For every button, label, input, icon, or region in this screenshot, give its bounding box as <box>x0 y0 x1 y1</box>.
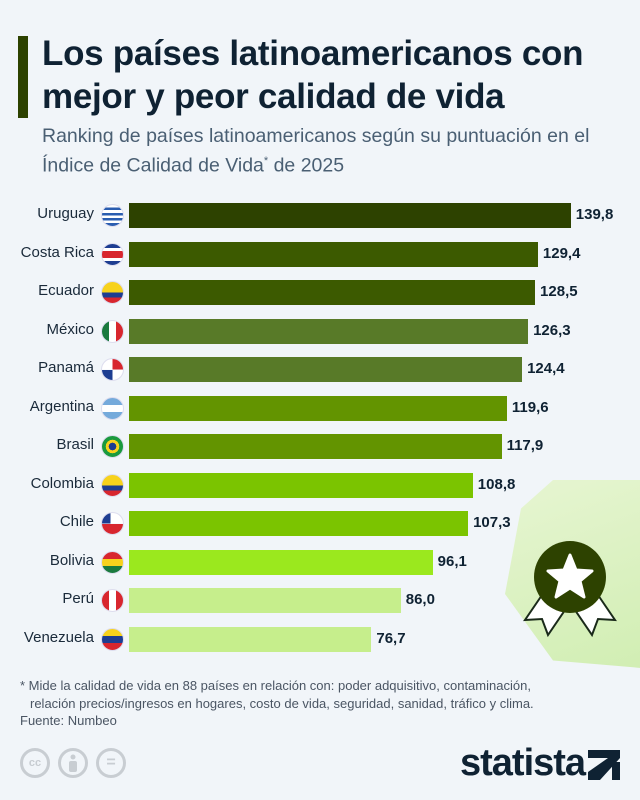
chile-flag-icon <box>101 512 124 535</box>
bar-row: México 126,3 <box>0 318 640 344</box>
subtitle-year: de 2025 <box>268 154 345 177</box>
subtitle-asterisk: * <box>263 155 269 167</box>
bar-row: Venezuela 76,7 <box>0 626 640 652</box>
cc-icon-text: cc <box>28 757 42 769</box>
bar-row: Panamá 124,4 <box>0 357 640 382</box>
bar <box>129 318 529 344</box>
bar <box>129 434 502 459</box>
category-label: Perú <box>62 590 94 607</box>
value-label: 119,6 <box>511 398 549 416</box>
bar <box>129 241 538 267</box>
bar <box>129 472 473 498</box>
bar-row: Argentina 119,6 <box>0 395 640 421</box>
bar <box>129 626 372 652</box>
bolivia-flag-icon <box>101 550 124 574</box>
ecuador-flag-icon <box>101 281 124 304</box>
statista-logo: statista <box>460 742 586 784</box>
category-label: Costa Rica <box>20 243 94 261</box>
title-accent-bar <box>18 36 28 118</box>
panama-flag-icon <box>101 358 124 381</box>
bar-row: Ecuador 128,5 <box>0 280 640 305</box>
bar-row: Perú 86,0 <box>0 588 640 613</box>
value-label: 139,8 <box>575 206 614 223</box>
bar-row: Chile 107,3 <box>0 511 640 536</box>
venezuela-flag-icon <box>101 627 124 651</box>
bar-row: Colombia 108,8 <box>0 472 640 498</box>
category-label: Uruguay <box>37 205 94 222</box>
category-label: Venezuela <box>23 628 94 646</box>
subtitle: Ranking de países latinoamericanos según… <box>42 124 632 179</box>
mexico-flag-icon <box>101 319 124 343</box>
value-label: 129,4 <box>542 244 581 262</box>
costa-rica-flag-icon <box>101 242 124 266</box>
page-title: Los países latinoamericanos con mejor y … <box>42 34 584 116</box>
bar <box>129 280 536 305</box>
category-label: Ecuador <box>38 282 94 299</box>
bar <box>129 203 571 228</box>
brazil-flag-icon <box>101 435 124 458</box>
category-label: Bolivia <box>49 551 94 569</box>
category-label: Argentina <box>29 397 94 415</box>
equals-icon-text: = <box>106 754 116 771</box>
category-label: México <box>46 320 94 338</box>
value-label: 96,1 <box>437 552 467 570</box>
category-label: Chile <box>59 513 94 530</box>
bar-row: Brasil 117,9 <box>0 434 640 459</box>
bar-row: Costa Rica 129,4 <box>0 241 640 267</box>
bar <box>129 395 507 421</box>
bar <box>129 588 401 613</box>
bar-row: Uruguay 139,8 <box>0 203 640 228</box>
bar <box>129 549 433 575</box>
value-label: 126,3 <box>533 321 571 339</box>
source: Fuente: Numbeo <box>20 713 117 728</box>
footnote: * Mide la calidad de vida en 88 países e… <box>20 678 534 711</box>
attribution-icon <box>58 748 88 778</box>
colombia-flag-icon <box>101 473 124 497</box>
bar <box>129 511 469 536</box>
value-label: 76,7 <box>376 629 406 647</box>
bar <box>129 357 523 382</box>
category-label: Brasil <box>56 436 94 453</box>
peru-flag-icon <box>101 589 124 612</box>
subtitle-text: Ranking de países latinoamericanos según… <box>42 125 590 177</box>
category-label: Colombia <box>30 474 94 492</box>
argentina-flag-icon <box>101 396 124 420</box>
value-label: 107,3 <box>473 514 511 531</box>
person-icon <box>69 754 77 772</box>
statista-logo-mark-icon <box>588 750 620 780</box>
no-derivatives-icon: = <box>96 748 126 778</box>
category-label: Panamá <box>38 359 94 376</box>
value-label: 86,0 <box>405 591 435 608</box>
uruguay-flag-icon <box>101 204 124 227</box>
value-label: 108,8 <box>477 475 516 493</box>
value-label: 124,4 <box>527 360 565 377</box>
value-label: 117,9 <box>506 437 544 454</box>
value-label: 128,5 <box>540 283 578 300</box>
award-badge-icon <box>523 541 617 638</box>
cc-icon: cc <box>20 748 50 778</box>
bar-row: Bolivia 96,1 <box>0 549 640 575</box>
